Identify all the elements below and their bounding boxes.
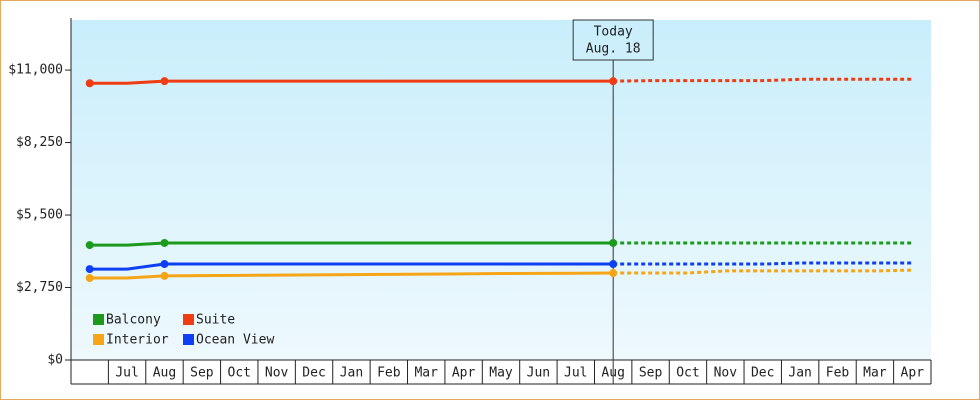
legend-label: Ocean View xyxy=(196,333,274,348)
x-tick-label: Mar xyxy=(414,366,438,381)
y-tick-label: $5,500 xyxy=(16,208,63,223)
today-label: Today xyxy=(594,25,633,40)
point xyxy=(609,269,618,278)
x-tick-label: Apr xyxy=(452,366,476,381)
x-tick-label: Sep xyxy=(639,366,663,381)
point xyxy=(160,260,169,269)
y-tick-label: $11,000 xyxy=(8,63,63,78)
x-tick-label: Oct xyxy=(676,366,699,381)
today-box xyxy=(572,19,654,61)
legend-swatch xyxy=(183,314,194,325)
x-tick-label: Feb xyxy=(377,366,401,381)
line-actual xyxy=(89,262,614,271)
line-projection xyxy=(613,77,913,83)
point xyxy=(160,271,169,280)
x-tick-label: Sep xyxy=(190,366,214,381)
line-projection xyxy=(613,268,913,275)
x-tick-label: Apr xyxy=(901,366,925,381)
point xyxy=(85,241,94,250)
x-tick-label: Mar xyxy=(863,366,887,381)
legend-label: Interior xyxy=(106,333,169,348)
y-tick-label: $0 xyxy=(47,353,63,368)
x-tick-label: Feb xyxy=(826,366,850,381)
x-tick-label: Oct xyxy=(228,366,251,381)
point xyxy=(609,77,618,86)
plot-area xyxy=(71,20,931,360)
point xyxy=(609,260,618,269)
x-tick-label: Nov xyxy=(265,366,289,381)
y-tick-label: $8,250 xyxy=(16,135,63,150)
x-tick-label: Jul xyxy=(115,366,138,381)
x-tick-label: Dec xyxy=(751,366,774,381)
line-actual xyxy=(89,271,614,280)
legend-swatch xyxy=(183,334,194,345)
line-projection xyxy=(613,261,913,266)
legend-label: Suite xyxy=(196,313,235,328)
x-tick-label: Dec xyxy=(302,366,325,381)
x-tick-label: Aug xyxy=(153,366,176,381)
x-tick-label: Jan xyxy=(788,366,811,381)
x-tick-label: Jul xyxy=(564,366,587,381)
x-tick-label: Nov xyxy=(714,366,738,381)
point xyxy=(160,238,169,247)
point xyxy=(85,265,94,274)
legend-label: Balcony xyxy=(106,313,161,328)
line-actual xyxy=(89,241,614,247)
legend-swatch xyxy=(93,334,104,345)
today-date: Aug. 18 xyxy=(586,42,641,57)
legend-swatch xyxy=(93,314,104,325)
x-tick-label: Jun xyxy=(527,366,550,381)
x-tick-label: Jan xyxy=(340,366,363,381)
line-actual xyxy=(89,79,614,85)
point xyxy=(160,77,169,86)
x-tick-label: May xyxy=(489,366,513,381)
y-tick-label: $2,750 xyxy=(16,280,63,295)
point xyxy=(85,274,94,283)
point xyxy=(85,79,94,88)
point xyxy=(609,238,618,247)
